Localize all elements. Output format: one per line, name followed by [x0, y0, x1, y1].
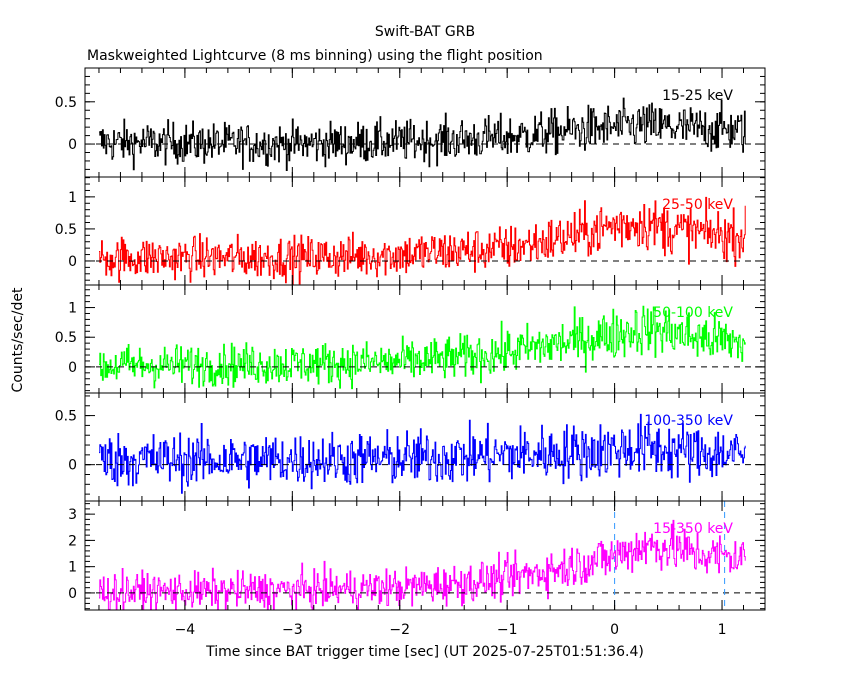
y-tick-label: 2: [68, 533, 77, 549]
energy-band-label: 50-100 keV: [653, 305, 733, 321]
energy-band-label: 25-50 keV: [662, 197, 733, 213]
panel-50-100-keV: 0 0.5 1 50-100 keV: [55, 284, 766, 394]
y-tick-label: 0: [68, 137, 77, 153]
y-axis-label: Counts/sec/det: [10, 287, 26, 392]
y-tick-label: 0: [68, 254, 77, 270]
y-tick-label: 0.5: [55, 330, 77, 346]
series-line: [99, 97, 746, 171]
x-tick-label: −1: [497, 622, 518, 638]
x-tick-label: −4: [175, 622, 196, 638]
chart-subtitle: Maskweighted Lightcurve (8 ms binning) u…: [87, 48, 543, 64]
series-line: [99, 196, 746, 285]
panel-frame: [84, 500, 766, 611]
panel-15-25-keV: 0 0.5 15-25 keV: [55, 67, 766, 178]
y-tick-label: 1: [68, 560, 77, 576]
chart-title: Swift-BAT GRB: [375, 24, 475, 40]
panel-100-350-keV: 0 0.5 100-350 keV: [55, 392, 766, 502]
panel-25-50-keV: 0 0.5 1 25-50 keV: [55, 176, 766, 286]
x-tick-label: 0: [610, 622, 619, 638]
x-tick-label: −2: [389, 622, 410, 638]
energy-band-label: 15-350 keV: [653, 521, 733, 537]
series-line: [99, 519, 746, 611]
y-tick-label: 1: [68, 190, 77, 206]
y-tick-label: 0: [68, 586, 77, 602]
x-tick-label: 1: [718, 622, 727, 638]
energy-band-label: 100-350 keV: [644, 413, 733, 429]
y-tick-label: 0: [68, 458, 77, 474]
x-tick-label: −3: [282, 622, 303, 638]
y-tick-label: 0.5: [55, 222, 77, 238]
energy-band-label: 15-25 keV: [662, 88, 733, 104]
y-tick-label: 0.5: [55, 95, 77, 111]
series-line: [99, 413, 746, 494]
series-line: [99, 305, 746, 390]
y-tick-label: 1: [68, 301, 77, 317]
x-axis-label: Time since BAT trigger time [sec] (UT 20…: [205, 644, 644, 660]
panel-15-350-keV: 0 1 2 3 15-350 keV: [68, 500, 766, 611]
y-tick-label: 3: [68, 507, 77, 523]
y-tick-label: 0.5: [55, 409, 77, 425]
y-tick-label: 0: [68, 360, 77, 376]
